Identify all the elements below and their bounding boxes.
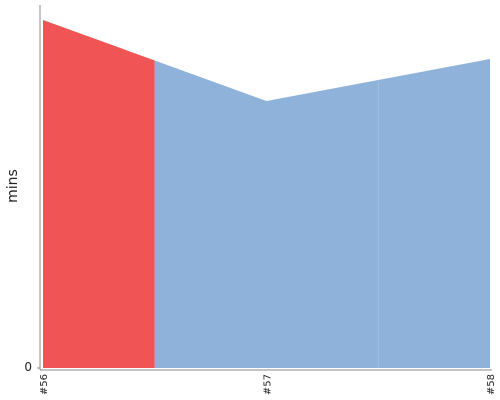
area-segment (43, 20, 155, 368)
area-segment (378, 59, 490, 368)
x-tick-label: #58 (486, 374, 497, 395)
x-tick-label: #57 (263, 374, 274, 395)
y-axis-label: mins (5, 169, 21, 203)
y-tick-label: 0 (24, 360, 32, 374)
area-segment (154, 60, 379, 368)
x-tick-label: #56 (39, 374, 50, 395)
